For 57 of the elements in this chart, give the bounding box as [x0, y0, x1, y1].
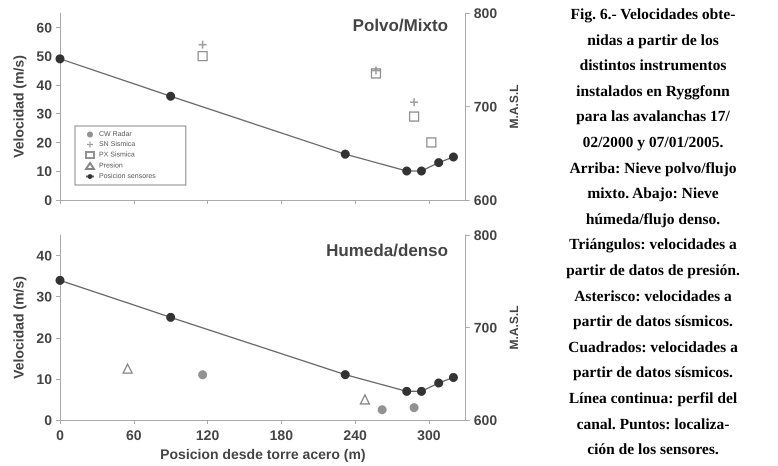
y-tick-label: 30: [36, 106, 52, 122]
point: [416, 166, 426, 176]
x-tick-label: 240: [343, 427, 367, 443]
y-tick-label: 0: [44, 412, 52, 428]
point: [56, 276, 64, 285]
y-axis-title: Velocidad (m/s): [10, 276, 27, 379]
y2-axis-title: M.A.S.L: [507, 306, 521, 350]
chart-title: Humeda/denso: [326, 241, 448, 260]
point: [56, 54, 64, 64]
point: [402, 386, 412, 396]
point: [434, 158, 444, 168]
point: [198, 40, 207, 49]
y2-tick-label: 700: [474, 320, 498, 336]
y-axis-title: Velocidad (m/s): [10, 55, 27, 158]
y2-tick-label: 700: [474, 98, 498, 114]
point: [198, 370, 208, 380]
y-tick-label: 10: [36, 370, 52, 387]
x-tick-label: 180: [270, 427, 294, 443]
point: [360, 394, 370, 405]
point: [378, 405, 387, 414]
y-tick-label: 20: [36, 330, 52, 346]
point: [448, 372, 458, 382]
point: [166, 92, 176, 101]
y-tick-label: 60: [36, 19, 52, 36]
y-tick-label: 20: [36, 134, 52, 150]
y2-tick-label: 600: [474, 192, 498, 208]
y2-tick-label: 600: [474, 412, 498, 428]
y2-axis-title: M.A.S.L: [507, 84, 521, 128]
point: [372, 66, 380, 75]
text: Fig. 6.- Velocidades obte- nidas a partir de los distintos instrumentos instalados en Ryggfonn para las avalanchas 17/ 02/2000 y 07/01/2005. Arriba: Nieve polvo/flujo mixto. Abajo: Nieve húmeda/flujo denso. Triángulos: velocidades a partir de datos de presión. Asterisco: velocidades a partir de datos sísmicos. Cuadrados: velocidades a partir de datos sísmicos. Línea continua: perfil del canal. Puntos: localiza- ción de los sensores.: [566, 6, 740, 458]
x-axis-title: Posicion desde torre acero (m): [160, 446, 366, 462]
point: [410, 98, 418, 106]
y-tick-label: 30: [36, 288, 52, 305]
x-tick-label: 300: [417, 427, 441, 443]
y-tick-label: 40: [36, 248, 52, 264]
x-tick-label: 60: [126, 427, 142, 443]
y-tick-label: 40: [36, 76, 52, 93]
point: [340, 370, 350, 380]
y2-tick-label: 800: [474, 227, 498, 243]
chart-title: Polvo/Mixto: [352, 16, 448, 35]
point: [448, 152, 458, 162]
point: [416, 386, 426, 396]
point: [410, 403, 419, 412]
y-tick-label: 10: [36, 163, 52, 180]
y-tick-label: 50: [36, 48, 52, 64]
point: [340, 150, 350, 159]
point: [166, 312, 176, 322]
point: [426, 137, 436, 148]
point: [434, 378, 444, 388]
x-tick-label: 0: [56, 427, 64, 443]
point: [402, 166, 412, 176]
y-tick-label: 0: [44, 192, 52, 208]
point: [197, 51, 208, 62]
point: [408, 111, 420, 122]
x-tick-label: 120: [196, 427, 220, 443]
point: [122, 363, 133, 374]
y2-tick-label: 800: [474, 5, 498, 21]
